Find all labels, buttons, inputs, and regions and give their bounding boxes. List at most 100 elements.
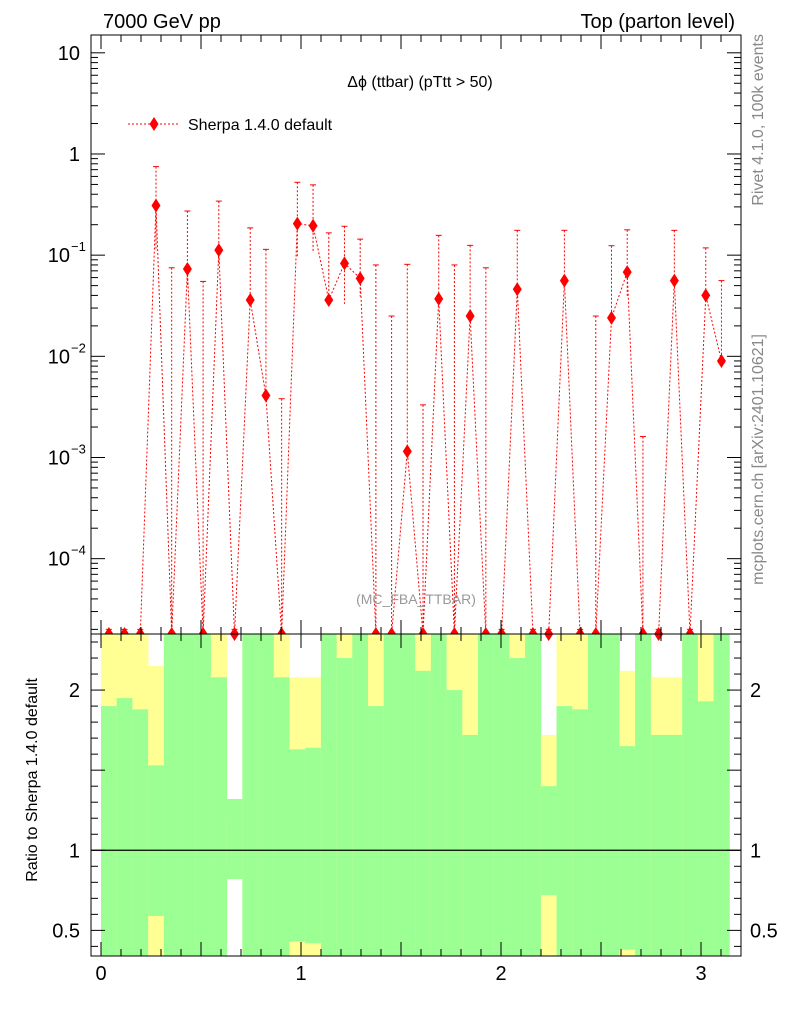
ratio-band-green	[682, 634, 699, 956]
data-point	[261, 388, 271, 403]
data-point	[701, 288, 711, 303]
main-y-tick-exponent: −2	[71, 340, 86, 355]
ratio-band-green	[446, 690, 463, 956]
ratio-x-tick-label: 1	[295, 963, 306, 985]
ratio-band-green	[210, 677, 228, 956]
ratio-band-green	[493, 634, 510, 956]
main-y-tick-label: 10	[58, 43, 80, 65]
main-y-tick-label: 10	[48, 346, 70, 368]
main-y-tick-exponent: −4	[71, 543, 86, 558]
ratio-band-green	[462, 734, 479, 956]
data-point	[355, 271, 365, 286]
ratio-band-green	[619, 746, 636, 950]
ratio-bands-layer	[101, 634, 730, 956]
ratio-band-green	[242, 634, 259, 956]
data-point	[512, 282, 522, 297]
plot-title: Δϕ (ttbar) (pTtt > 50)	[347, 74, 492, 91]
data-point	[669, 273, 679, 288]
data-point	[339, 256, 349, 271]
rivet-version-label: Rivet 4.1.0, 100k events	[750, 34, 767, 206]
ratio-band-green	[289, 749, 306, 942]
ratio-band-green	[540, 786, 557, 896]
ratio-band-green	[697, 701, 715, 956]
data-point	[182, 261, 192, 276]
ratio-band-green	[525, 634, 542, 956]
ratio-band-green	[635, 634, 652, 956]
ratio-band-green	[572, 709, 589, 956]
legend: Sherpa 1.4.0 default	[128, 117, 333, 134]
legend-marker	[149, 117, 159, 131]
ratio-x-tick-label: 2	[495, 963, 506, 985]
ratio-x-tick-label: 0	[95, 963, 106, 985]
ratio-band-green	[666, 734, 683, 956]
ratio-y-axis: 0.5 0.5 1 1 2 2	[52, 641, 778, 947]
ratio-plot-frame	[90, 633, 742, 957]
ratio-band-green	[587, 634, 605, 956]
ratio-band-green	[336, 658, 353, 956]
data-point	[716, 353, 726, 368]
ratio-y-axis-label: Ratio to Sherpa 1.4.0 default	[24, 677, 41, 881]
ratio-band-green	[477, 634, 495, 956]
ratio-band-green	[132, 709, 149, 956]
main-y-tick-label: 10	[48, 447, 70, 469]
data-point	[402, 444, 412, 459]
ratio-y-tick-label-left: 1	[69, 840, 80, 862]
ratio-band-green	[556, 706, 573, 956]
main-x-ticks	[100, 35, 742, 634]
legend-label: Sherpa 1.4.0 default	[188, 117, 333, 134]
ratio-y-tick-label-left: 2	[69, 680, 80, 702]
mcplots-label: mcplots.cern.ch [arXiv:2401.10621]	[750, 334, 767, 585]
ratio-band-green	[603, 634, 620, 956]
ratio-y-tick-label-right: 1	[750, 840, 761, 862]
ratio-band-green	[273, 677, 290, 956]
ratio-band-green	[383, 634, 400, 956]
main-data-layer	[104, 166, 726, 641]
data-point	[292, 216, 302, 231]
ratio-y-tick-label-right: 0.5	[750, 920, 778, 942]
data-point	[324, 293, 334, 308]
ratio-band-green	[713, 634, 730, 956]
data-point	[151, 198, 161, 213]
ratio-band-green	[101, 706, 118, 956]
data-point	[607, 310, 616, 325]
ratio-band-green	[509, 658, 526, 956]
ratio-band-green	[399, 634, 416, 956]
ratio-band-green	[179, 634, 196, 956]
data-point	[622, 265, 632, 280]
ratio-band-green	[195, 634, 212, 956]
ratio-band-green	[430, 634, 447, 956]
ratio-band-green	[116, 698, 133, 956]
data-point	[434, 291, 444, 306]
main-y-tick-label: 10	[48, 245, 70, 267]
ratio-y-tick-label-left: 0.5	[52, 920, 80, 942]
main-y-tick-label: 1	[69, 144, 80, 166]
ratio-y-tick-label-right: 2	[750, 680, 761, 702]
ratio-band-green	[352, 634, 369, 956]
ratio-band-green	[258, 634, 275, 956]
analysis-watermark: (MC_FBA_TTBAR)	[356, 591, 476, 607]
data-point	[214, 243, 224, 258]
header-right: Top (parton level)	[580, 11, 735, 33]
ratio-x-axis: 0 1 2 3	[95, 634, 742, 985]
ratio-band-green	[650, 734, 667, 956]
main-y-tick-label: 10	[48, 549, 70, 571]
ratio-band-green	[148, 765, 165, 916]
ratio-band-green	[368, 706, 385, 956]
data-point	[308, 218, 318, 233]
data-point	[465, 309, 475, 324]
ratio-plot-panel: 0.5 0.5 1 1 2 2 0 1 2 3 Ratio to Sherpa 1.4.0 de…	[24, 633, 778, 985]
series-line	[108, 205, 722, 635]
main-y-tick-exponent: −3	[71, 441, 86, 456]
ratio-band-green	[320, 634, 338, 956]
header-left: 7000 GeV pp	[103, 11, 221, 33]
data-point	[245, 293, 255, 308]
main-y-tick-exponent: −1	[71, 239, 86, 254]
ratio-band-green	[226, 799, 243, 880]
ratio-band-green	[415, 670, 432, 956]
ratio-band-green	[305, 747, 322, 944]
ratio-x-tick-label: 3	[695, 963, 706, 985]
data-point	[559, 273, 569, 288]
